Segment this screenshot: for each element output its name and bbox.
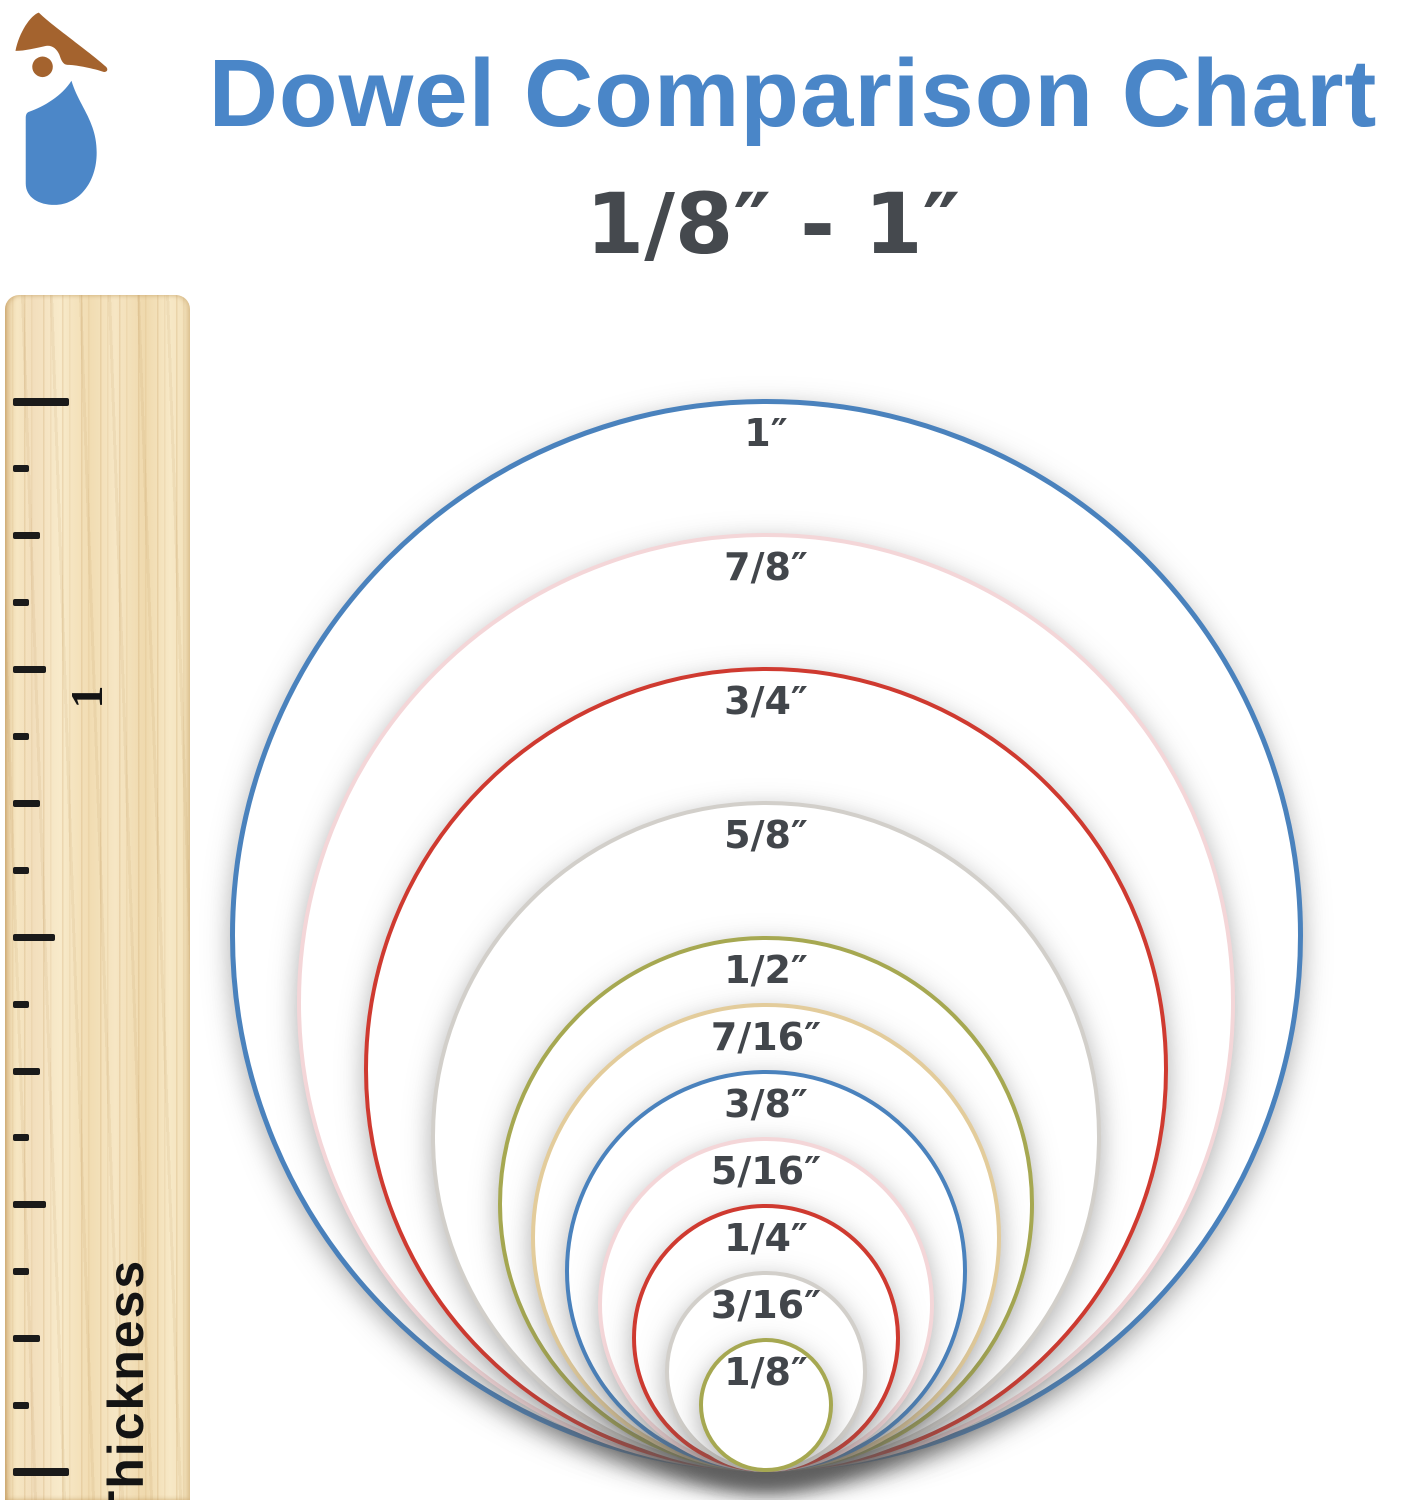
ruler-tick-inch [13, 1468, 69, 1477]
ruler-tick-sixteenth [13, 733, 29, 740]
ruler-tick-sixteenth [13, 1402, 29, 1409]
ruler-tick-eighth [13, 799, 40, 807]
wooden-ruler: 1 Diameter / Thickness [5, 295, 190, 1500]
ruler-tick-quarter [13, 666, 46, 674]
circle-label-5-16in: 5/16″ [710, 1148, 822, 1193]
logo-eye-dot [32, 56, 53, 78]
ruler-tick-sixteenth [13, 1134, 29, 1142]
circle-label-1in: 1″ [744, 411, 788, 455]
ruler-tick-sixteenth [13, 866, 29, 874]
circle-label-3-8in: 3/8″ [724, 1081, 808, 1126]
ruler-tick-sixteenth [13, 599, 29, 607]
circle-label-1-8in: 1/8″ [724, 1349, 808, 1394]
circle-label-1-2in: 1/2″ [724, 947, 808, 992]
circle-label-3-16in: 3/16″ [710, 1282, 822, 1327]
woodpecker-bird-logo-icon [15, 12, 108, 205]
ruler-tick-sixteenth [13, 1000, 29, 1008]
page-title: Dowel Comparison Chart [208, 40, 1378, 147]
circle-label-5-8in: 5/8″ [724, 813, 808, 858]
circle-label-7-16in: 7/16″ [710, 1014, 822, 1059]
size-range-subtitle: 1/8″ - 1″ [585, 175, 961, 273]
ruler-tick-sixteenth [13, 465, 29, 473]
logo-body-shape [25, 80, 97, 205]
dowel-circle-1-8in [698, 1337, 834, 1472]
circle-label-7-8in: 7/8″ [724, 545, 808, 590]
circle-label-1-4in: 1/4″ [724, 1215, 808, 1260]
ruler-tick-quarter [13, 1201, 46, 1209]
ruler-tick-eighth [13, 1335, 40, 1343]
ruler-tick-inch [13, 398, 69, 406]
ruler-tick-eighth [13, 532, 40, 540]
ruler-tick-half [13, 933, 55, 941]
ruler-tick-eighth [13, 1067, 40, 1075]
circle-label-3-4in: 3/4″ [724, 679, 808, 724]
ruler-tick-sixteenth [13, 1268, 29, 1276]
logo-roof-shape [15, 12, 108, 72]
